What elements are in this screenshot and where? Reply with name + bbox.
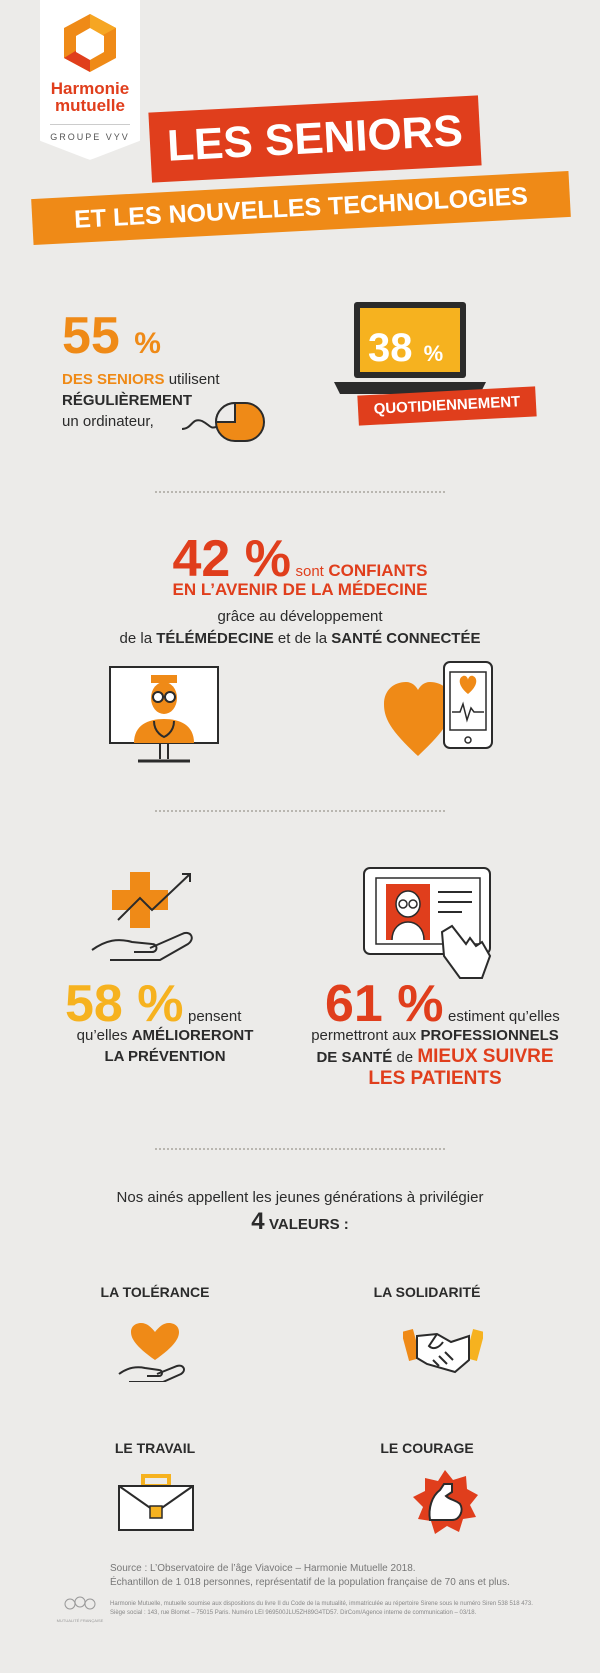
stat3-line4: de la TÉLÉMÉDECINE et de la SANTÉ CONNEC… <box>119 630 481 647</box>
brand-logo: Harmonie mutuelle GROUPE VYV <box>40 0 140 160</box>
values-count: 4 VALEURS : <box>251 1208 349 1235</box>
health-cross-hand-icon <box>91 872 193 961</box>
stat3-line3: grâce au développement <box>217 608 383 625</box>
hexagon-logo-icon <box>64 14 116 72</box>
brand-group: GROUPE VYV <box>50 132 130 142</box>
stat3-line2: EN L’AVENIR DE LA MÉDECINE <box>172 580 428 599</box>
divider <box>155 810 445 812</box>
legal-note: Harmonie Mutuelle, mutuelle soumise aux … <box>110 1601 533 1616</box>
mutualite-badge: MUTUALITÉ FRANÇAISE <box>56 1618 104 1623</box>
divider <box>155 491 445 493</box>
stat5-text: permettront aux PROFESSIONNELS DE SANTÉ … <box>311 1027 559 1089</box>
stat1-number: 55 % <box>62 307 161 365</box>
stat4-text: qu’elles AMÉLIORERONT LA PRÉVENTION <box>76 1027 254 1065</box>
tablet-touch-icon <box>363 867 492 979</box>
stat5-headline: 61 % estiment qu’elles <box>325 975 560 1033</box>
stat2-number: 38 % <box>368 326 444 370</box>
brand-name-line1: Harmonie <box>50 79 130 98</box>
stat4-headline: 58 % pensent <box>65 975 242 1033</box>
heart-smartphone-icon <box>384 661 493 756</box>
mutualite-logo-icon <box>64 1596 96 1610</box>
brand-name-line2: mutuelle <box>55 96 125 115</box>
source-note: Source : L’Observatoire de l’âge Viavoic… <box>110 1563 510 1588</box>
stat1-text: DES SENIORS utilisent RÉGULIÈREMENT un o… <box>62 371 220 430</box>
title-banner: LES SENIORS <box>148 95 482 183</box>
value-tolerance-label: LA TOLÉRANCE <box>100 1284 210 1300</box>
laptop-icon <box>334 302 486 394</box>
subtitle-banner: ET LES NOUVELLES TECHNOLOGIES <box>31 170 571 246</box>
heart-hand-icon <box>118 1323 185 1382</box>
value-courage-label: LE COURAGE <box>380 1440 474 1456</box>
divider <box>155 1148 445 1150</box>
briefcase-icon <box>118 1474 194 1531</box>
doctor-monitor-icon <box>109 666 219 763</box>
value-solidarity-label: LA SOLIDARITÉ <box>373 1284 481 1300</box>
value-work-label: LE TRAVAIL <box>114 1440 196 1456</box>
mouse-icon <box>181 401 265 442</box>
stat3-headline: 42 % sont CONFIANTS <box>172 530 428 588</box>
muscle-arm-icon <box>413 1470 478 1534</box>
handshake-icon <box>403 1328 483 1374</box>
values-intro: Nos ainés appellent les jeunes génératio… <box>116 1189 484 1206</box>
